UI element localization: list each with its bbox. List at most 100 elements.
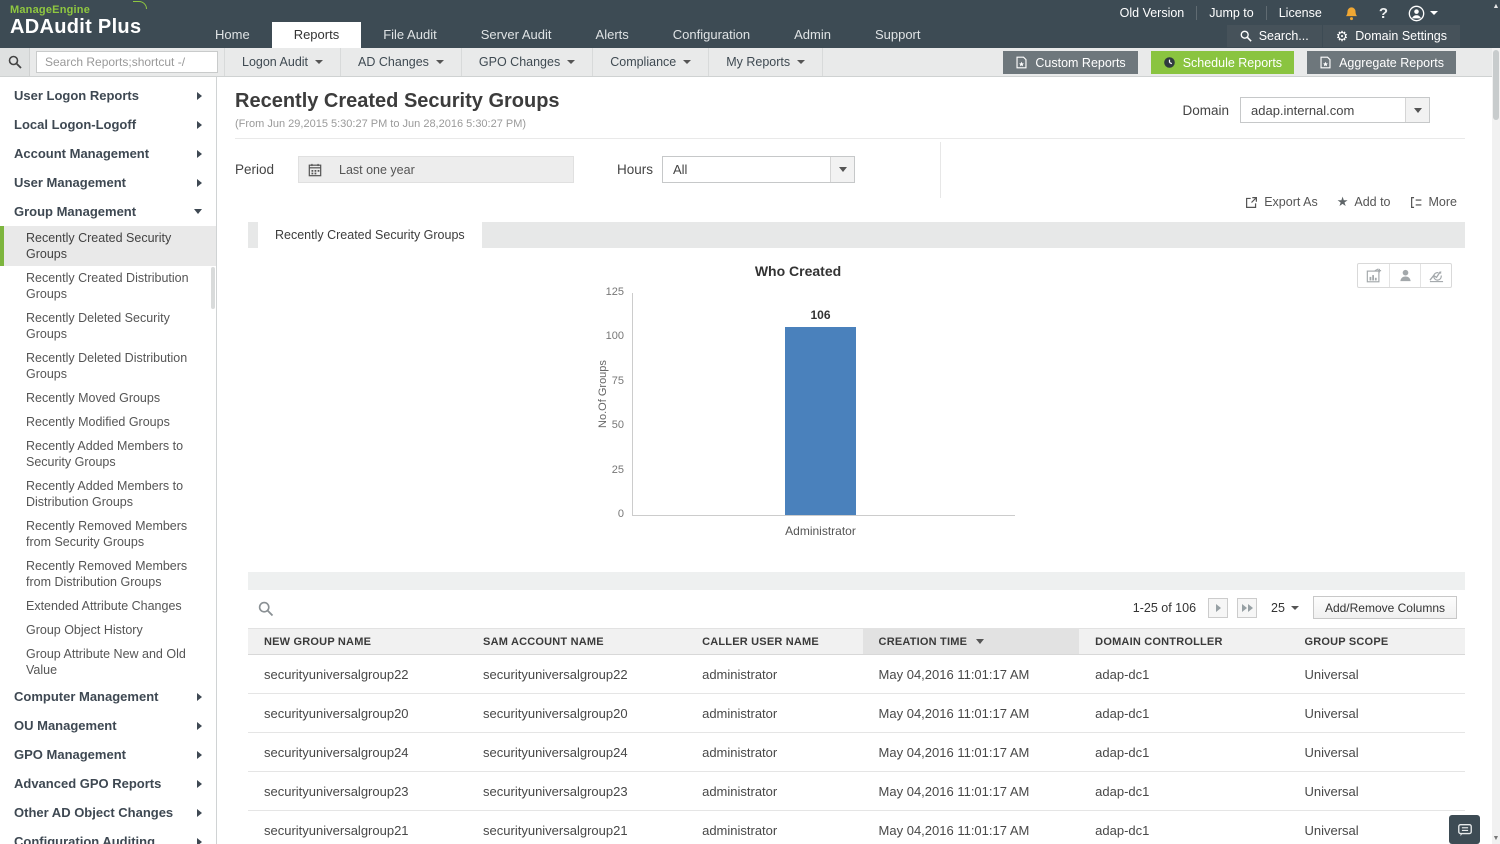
nav-item-alerts[interactable]: Alerts	[595, 27, 629, 42]
sidebar-search-toggle[interactable]	[0, 48, 30, 76]
table-row[interactable]: securityuniversalgroup20 securityuniversa…	[248, 694, 1465, 733]
domain-select-chevron[interactable]	[1405, 98, 1429, 122]
aggregate-reports-button[interactable]: Aggregate Reports	[1307, 51, 1456, 74]
column-header-caller-user-name[interactable]: CALLER USER NAME	[686, 629, 862, 654]
add-remove-columns-button[interactable]: Add/Remove Columns	[1312, 596, 1457, 619]
add-to-button[interactable]: ★ Add to	[1337, 195, 1391, 209]
domain-settings-button[interactable]: ⚙ Domain Settings	[1322, 25, 1460, 47]
sidebar-item-account-management[interactable]: Account Management	[0, 139, 216, 168]
menu-ad-changes[interactable]: AD Changes	[341, 48, 462, 76]
feedback-chat-button[interactable]	[1449, 815, 1480, 844]
menu-gpo-changes[interactable]: GPO Changes	[462, 48, 594, 76]
sidebar-item-user-logon-reports[interactable]: User Logon Reports	[0, 81, 216, 110]
sidebar-subitem-recently-added-members-to-distribution-groups[interactable]: Recently Added Members to Distribution G…	[26, 479, 184, 509]
hours-selector: All	[662, 156, 855, 183]
nav-item-configuration[interactable]: Configuration	[672, 27, 751, 42]
page-scrollbar[interactable]: ▲ ▼	[1492, 0, 1500, 844]
table-row[interactable]: securityuniversalgroup22 securityuniversa…	[248, 655, 1465, 694]
table-search-button[interactable]	[258, 601, 274, 620]
table-row[interactable]: securityuniversalgroup21 securityuniversa…	[248, 811, 1465, 844]
sidebar-item-configuration-auditing[interactable]: Configuration Auditing	[0, 827, 216, 844]
last-page-button[interactable]	[1237, 597, 1258, 618]
nav-item-support[interactable]: Support	[874, 27, 921, 42]
account-menu[interactable]	[1398, 5, 1448, 22]
more-button[interactable]: More	[1410, 195, 1457, 209]
sidebar-subitem-extended-attribute-changes[interactable]: Extended Attribute Changes	[26, 599, 182, 613]
tab-recently-created-security-groups[interactable]: Recently Created Security Groups	[258, 222, 482, 248]
chart-refresh-icon[interactable]	[1420, 264, 1451, 287]
custom-reports-button[interactable]: Custom Reports	[1003, 51, 1138, 74]
sidebar-item-user-management[interactable]: User Management	[0, 168, 216, 197]
next-page-button[interactable]	[1208, 597, 1229, 618]
notifications-bell-icon[interactable]	[1334, 6, 1369, 21]
sidebar-subitem-recently-added-members-to-security-groups[interactable]: Recently Added Members to Security Group…	[26, 439, 184, 469]
column-header-new-group-name[interactable]: NEW GROUP NAME	[248, 629, 467, 654]
table-cell: securityuniversalgroup23	[264, 783, 409, 799]
hours-select-chevron[interactable]	[830, 157, 854, 182]
nav-item-file-audit[interactable]: File Audit	[383, 27, 437, 42]
chart-x-axis	[632, 515, 1015, 516]
hours-select[interactable]: All	[662, 156, 855, 183]
hours-value: All	[673, 162, 688, 177]
column-header-creation-time[interactable]: CREATION TIME	[862, 629, 1080, 654]
chart-bar-administrator[interactable]	[785, 327, 856, 515]
scrollbar-thumb[interactable]	[1493, 50, 1499, 120]
sidebar-item-group-management[interactable]: Group Management	[0, 197, 216, 226]
utility-link-old-version[interactable]: Old Version	[1119, 6, 1185, 20]
sidebar-subitem-group-attribute-new-and-old-value[interactable]: Group Attribute New and Old Value	[26, 647, 186, 677]
sidebar-subitem-recently-created-distribution-groups[interactable]: Recently Created Distribution Groups	[26, 271, 189, 301]
table-cell: May 04,2016 11:01:17 AM	[878, 705, 1030, 721]
table-row[interactable]: securityuniversalgroup24 securityuniversa…	[248, 733, 1465, 772]
export-as-button[interactable]: Export As	[1245, 195, 1318, 209]
sidebar-item-other-ad-object-changes[interactable]: Other AD Object Changes	[0, 798, 216, 827]
menu-label-gpo-changes: GPO Changes	[478, 55, 561, 69]
period-field[interactable]: Last one year	[298, 156, 574, 183]
scroll-down-arrow[interactable]: ▼	[1492, 835, 1500, 842]
chart-y-axis	[632, 293, 633, 515]
column-header-group-scope[interactable]: GROUP SCOPE	[1288, 629, 1464, 654]
sidebar-subitem-recently-created-security-groups[interactable]: Recently Created Security Groups	[0, 226, 216, 266]
page-size-dropdown[interactable]: 25	[1266, 601, 1304, 615]
column-header-domain-controller[interactable]: DOMAIN CONTROLLER	[1079, 629, 1288, 654]
sidebar-subitem-recently-deleted-security-groups[interactable]: Recently Deleted Security Groups	[26, 311, 170, 341]
global-search-button[interactable]: Search...	[1226, 25, 1322, 47]
sidebar-item-local-logon-logoff[interactable]: Local Logon-Logoff	[0, 110, 216, 139]
menu-logon-audit[interactable]: Logon Audit	[224, 48, 342, 76]
scroll-up-arrow[interactable]: ▲	[1492, 3, 1500, 10]
menu-my-reports[interactable]: My Reports	[709, 48, 824, 76]
sidebar-subitem-recently-removed-members-from-distribution-groups[interactable]: Recently Removed Members from Distributi…	[26, 559, 188, 589]
schedule-reports-button[interactable]: Schedule Reports	[1150, 51, 1295, 74]
sidebar-subitem-recently-removed-members-from-security-groups[interactable]: Recently Removed Members from Security G…	[26, 519, 188, 549]
table-row[interactable]: securityuniversalgroup23 securityuniversa…	[248, 772, 1465, 811]
domain-select[interactable]: adap.internal.com	[1240, 97, 1430, 123]
menu-compliance[interactable]: Compliance	[593, 48, 710, 76]
nav-item-reports[interactable]: Reports	[271, 22, 362, 48]
domain-settings-label: Domain Settings	[1355, 29, 1447, 43]
sidebar-subitem-recently-moved-groups[interactable]: Recently Moved Groups	[26, 391, 161, 405]
sidebar-scrollbar-thumb[interactable]	[211, 267, 215, 309]
chart-y-tick-100: 100	[605, 330, 624, 343]
help-icon[interactable]: ?	[1378, 4, 1388, 22]
sidebar-subitem-group-object-history[interactable]: Group Object History	[26, 623, 143, 637]
utility-link-jump-to[interactable]: Jump to	[1196, 6, 1265, 20]
sidebar-subitem-recently-modified-groups[interactable]: Recently Modified Groups	[26, 415, 170, 429]
sidebar-item-gpo-management[interactable]: GPO Management	[0, 740, 216, 769]
sidebar-item-computer-management[interactable]: Computer Management	[0, 682, 216, 711]
chevron-down-icon	[797, 60, 806, 64]
utility-link-license[interactable]: License	[1265, 6, 1334, 20]
report-tab-strip: Recently Created Security Groups	[248, 222, 1465, 248]
chart-user-icon[interactable]	[1389, 264, 1420, 287]
search-icon	[1240, 30, 1252, 42]
column-header-sam-account-name[interactable]: SAM ACCOUNT NAME	[467, 629, 686, 654]
nav-item-admin[interactable]: Admin	[794, 27, 831, 42]
sidebar-item-ou-management[interactable]: OU Management	[0, 711, 216, 740]
column-header-label: GROUP SCOPE	[1304, 635, 1389, 648]
sidebar-subitem-recently-deleted-distribution-groups[interactable]: Recently Deleted Distribution Groups	[26, 351, 188, 381]
chart-type-add-icon[interactable]	[1358, 264, 1389, 287]
report-search-input[interactable]	[36, 51, 218, 73]
sidebar-item-advanced-gpo-reports[interactable]: Advanced GPO Reports	[0, 769, 216, 798]
nav-item-server-audit[interactable]: Server Audit	[480, 27, 552, 42]
column-header-label: SAM ACCOUNT NAME	[483, 635, 604, 648]
chat-bubble-icon	[1457, 823, 1472, 836]
nav-item-home[interactable]: Home	[215, 27, 250, 42]
